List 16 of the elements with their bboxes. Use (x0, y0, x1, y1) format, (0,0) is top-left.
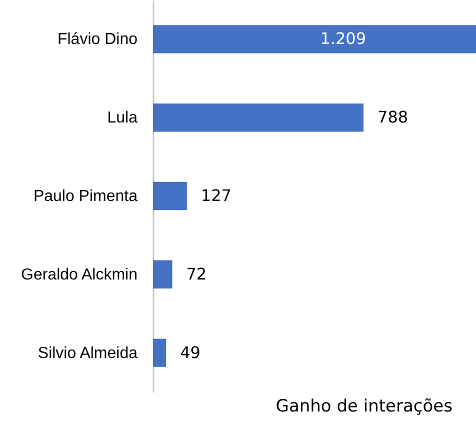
bar (153, 103, 364, 132)
bar (153, 260, 172, 289)
bar (153, 182, 187, 210)
y-tick-label: Lula (107, 110, 138, 127)
data-label: 49 (180, 342, 200, 362)
data-label: 1.209 (320, 29, 366, 48)
data-label: 127 (200, 186, 232, 205)
bar (153, 25, 476, 54)
bar (153, 338, 166, 367)
y-tick-label: Flávio Dino (57, 31, 138, 48)
data-label: 72 (186, 264, 207, 284)
y-tick-label: Paulo Pimenta (33, 188, 138, 205)
y-tick-label: Geraldo Alckmin (21, 266, 138, 284)
x-axis-title: Ganho de interações (276, 396, 453, 416)
y-tick-label: Silvio Almeida (38, 344, 138, 362)
data-label: 788 (378, 108, 408, 127)
